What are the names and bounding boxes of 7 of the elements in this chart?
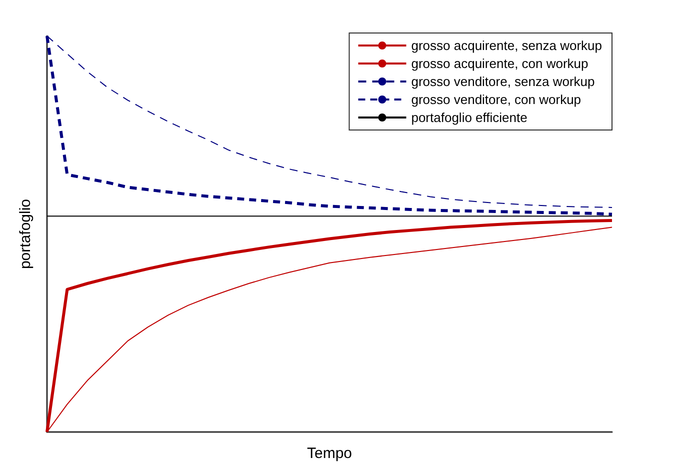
legend-label: portafoglio efficiente bbox=[411, 110, 528, 125]
x-axis-title: Tempo bbox=[306, 445, 352, 462]
y-axis-title: portafoglio bbox=[17, 198, 34, 270]
legend-label: grosso acquirente, con workup bbox=[411, 56, 588, 71]
legend-label: grosso acquirente, senza workup bbox=[411, 38, 602, 53]
legend-label: grosso venditore, senza workup bbox=[411, 74, 595, 89]
legend-label: grosso venditore, con workup bbox=[411, 92, 582, 107]
